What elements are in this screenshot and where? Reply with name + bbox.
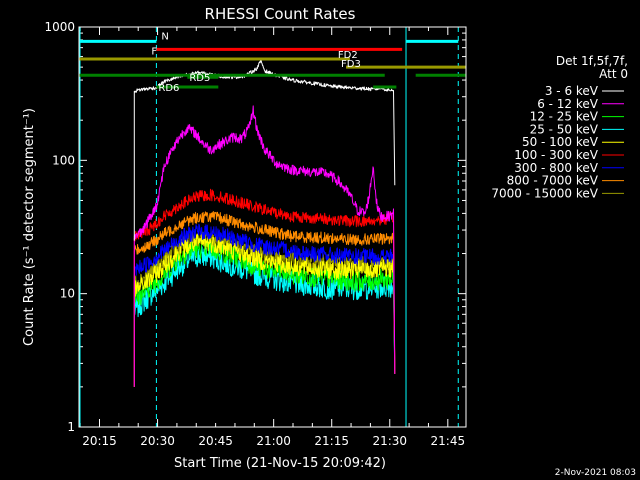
legend-label: 7000 - 15000 keV — [491, 186, 598, 200]
y-tick-label: 1 — [67, 420, 75, 434]
y-tick-label: 100 — [52, 153, 75, 167]
flag-label-rd5: RD5 — [189, 73, 210, 84]
y-tick-label: 10 — [60, 287, 75, 301]
chart-title: RHESSI Count Rates — [205, 5, 356, 23]
legend-label: 12 - 25 keV — [530, 110, 599, 124]
flag-label-n: N — [161, 31, 168, 42]
series-line-800-7000-kev — [133, 211, 396, 387]
legend-label: 50 - 100 keV — [522, 135, 599, 149]
x-tick-label: 21:45 — [431, 434, 466, 448]
legend-label: 800 - 7000 keV — [507, 174, 599, 188]
detector-text-line-2: Att 0 — [599, 67, 628, 81]
x-tick-label: 20:45 — [198, 434, 233, 448]
legend-label: 300 - 800 keV — [514, 161, 598, 175]
series-line-50-100-kev — [133, 233, 396, 387]
flag-label-fd3: FD3 — [341, 59, 361, 70]
flag-label-rd6: RD6 — [158, 83, 179, 94]
y-axis-label: Count Rate (s⁻¹ detector segment⁻¹) — [22, 108, 37, 346]
plot-frame — [78, 26, 467, 428]
flag-label-fd2: FD2 — [338, 50, 358, 61]
series-line-100-300-kev — [133, 188, 396, 387]
x-axis-label: Start Time (21-Nov-15 20:09:42) — [174, 456, 386, 471]
x-tick-label: 21:00 — [256, 434, 291, 448]
x-tick-label: 20:15 — [82, 434, 117, 448]
legend-label: 25 - 50 keV — [530, 122, 599, 136]
flag-label-f: F — [151, 46, 157, 57]
footer-date: 2-Nov-2021 08:03 — [555, 468, 636, 478]
detector-text-line-1: Det 1f,5f,7f, — [556, 54, 628, 68]
legend-label: 100 - 300 keV — [514, 148, 598, 162]
series-line-300-800-kev — [133, 223, 396, 387]
x-tick-label: 20:30 — [140, 434, 175, 448]
series-line-6-12-kev — [133, 105, 396, 387]
y-tick-label: 1000 — [44, 20, 75, 34]
x-tick-label: 21:30 — [372, 434, 407, 448]
legend-label: 3 - 6 keV — [545, 84, 599, 98]
x-tick-label: 21:15 — [314, 434, 349, 448]
legend-label: 6 - 12 keV — [537, 97, 599, 111]
